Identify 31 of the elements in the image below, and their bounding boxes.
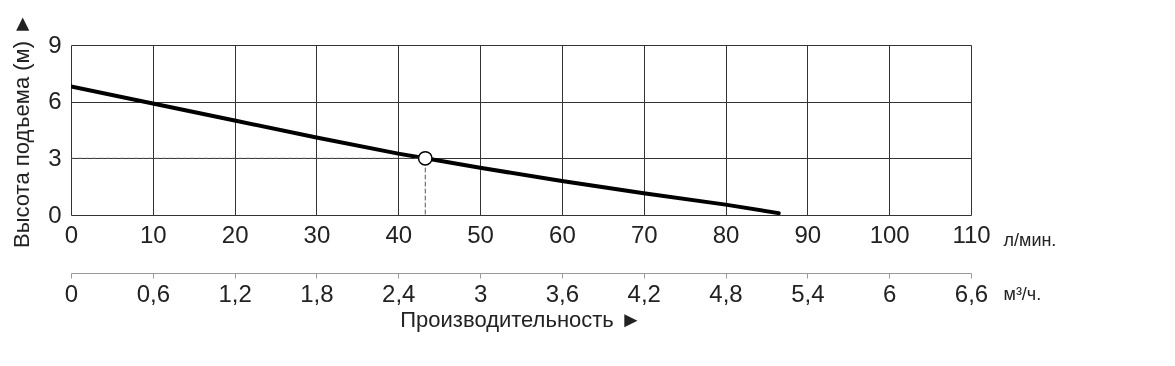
x-tick-label: 80 [712,220,740,248]
x2-tick-label: 4,8 [709,279,743,307]
y-tick-label: 9 [48,30,62,58]
x2-tick-label: 1,8 [300,279,334,307]
x-tick-label: 60 [549,220,576,248]
x-tick-label: 70 [630,220,658,248]
y-tick-label: 0 [48,200,62,228]
x-tick-label: 20 [221,220,249,248]
x-tick-label: 40 [385,220,413,248]
x2-axis-title: м³/ч. [1003,283,1042,304]
x2-tick-label: 5,4 [791,279,825,307]
x-tick-label: 100 [869,220,910,248]
x2-tick-label: 3,6 [545,279,580,307]
x-tick-label: 10 [139,220,167,248]
line-series [71,84,781,215]
x2-tick-label: 1,2 [218,279,252,307]
x-tick-label: 90 [794,220,822,248]
x2-tick-label: 0,6 [136,279,171,307]
x2-tick-label: 2,4 [382,279,416,307]
text: Производительность ► [400,307,642,332]
x2-tick-label: 4,2 [627,279,661,307]
x-tick-label: 30 [303,220,331,248]
x-axis-title: л/мин. [1003,229,1057,250]
x-tick-label: 110 [952,220,991,248]
y-axis-title: Высота подъема (м) ► [9,13,35,248]
x2-tick-label: 6 [883,279,897,307]
x2-tick-label: 6,6 [954,279,989,307]
y-tick-label: 3 [48,143,62,171]
y-tick-label: 6 [48,87,62,115]
x2-tick-label: 3 [473,279,488,307]
x-tick-label: 50 [467,220,494,248]
